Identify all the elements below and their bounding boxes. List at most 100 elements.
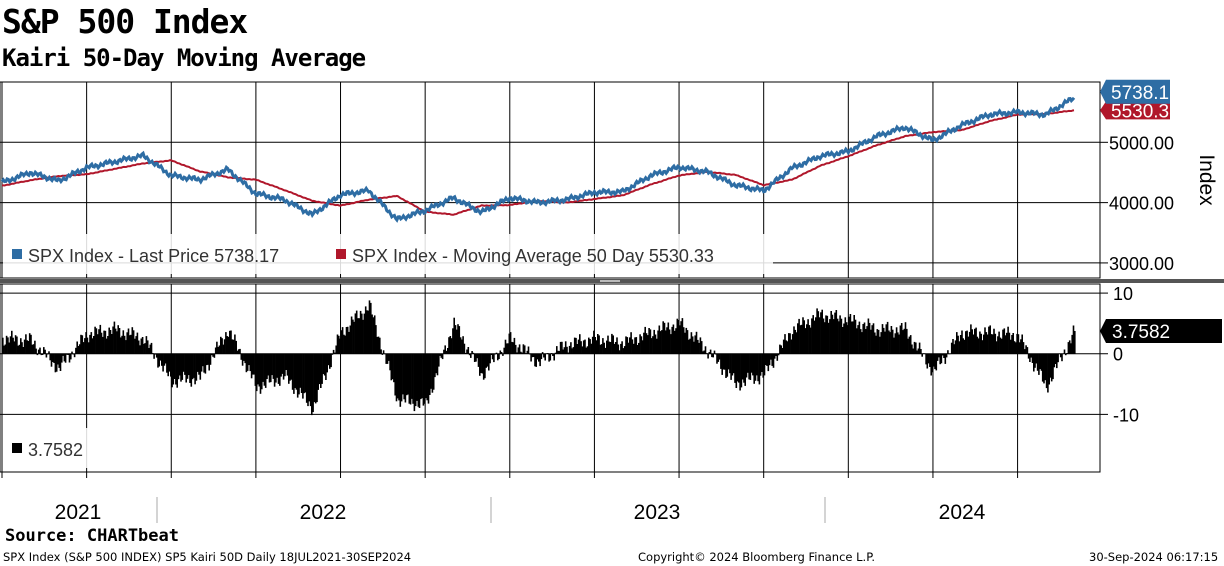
kairi-bar — [912, 348, 914, 354]
kairi-bar — [920, 349, 922, 354]
kairi-bar — [900, 323, 903, 354]
kairi-bar — [195, 353, 198, 381]
kairi-bar — [376, 336, 378, 354]
kairi-bar — [180, 353, 182, 382]
kairi-bar — [1061, 353, 1063, 362]
kairi-bar — [271, 353, 273, 376]
kairi-bar — [890, 326, 893, 354]
kairi-bar — [150, 342, 153, 354]
kairi-bar — [27, 341, 30, 354]
kairi-bar — [58, 353, 60, 368]
kairi-bar — [903, 328, 906, 354]
kairi-bar — [541, 352, 544, 354]
kairi-bar — [432, 353, 435, 390]
kairi-bar — [193, 353, 195, 378]
kairi-bar — [1033, 353, 1035, 372]
kairi-bar — [941, 353, 944, 356]
kairi-bar — [571, 348, 573, 354]
kairi-bar — [925, 353, 927, 365]
kairi-bar — [255, 353, 258, 392]
kairi-bar — [950, 342, 953, 354]
kairi-bar — [817, 311, 820, 354]
kairi-bar — [1070, 343, 1072, 354]
kairi-bar — [649, 329, 652, 354]
kairi-bar — [273, 353, 276, 387]
kairi-bar — [199, 353, 202, 380]
kairi-bar — [815, 317, 817, 354]
kairi-bar — [738, 353, 740, 383]
kairi-bar — [281, 353, 284, 374]
kairi-bar — [986, 334, 989, 354]
kairi-bar — [580, 341, 582, 354]
kairi-bar — [1068, 340, 1071, 354]
kairi-bar — [747, 353, 749, 373]
kairi-bar — [267, 353, 269, 376]
kairi-bar — [303, 353, 305, 394]
kairi-bar — [441, 353, 444, 360]
kairi-bar — [285, 353, 287, 370]
kairi-bar — [157, 353, 159, 368]
kairi-bar — [570, 342, 572, 354]
kairi-bar — [477, 353, 480, 367]
kairi-bar — [799, 325, 802, 354]
kairi-bar — [789, 333, 791, 354]
kairi-bar — [994, 333, 997, 354]
kairi-bar — [241, 353, 244, 366]
price-last-value-tag — [1100, 79, 1170, 104]
kairi-bar — [826, 315, 829, 354]
x-year-label-2023: 2023 — [634, 501, 681, 524]
kairi-bar — [234, 334, 236, 354]
kairi-bar — [176, 353, 178, 388]
kairi-bar — [367, 310, 370, 354]
kairi-bar — [395, 353, 398, 402]
kairi-bar — [839, 315, 841, 354]
kairi-bar — [753, 353, 755, 384]
kairi-bar — [829, 319, 831, 354]
chart-title: S&P 500 Index — [2, 2, 248, 41]
kairi-bar — [222, 344, 225, 354]
kairi-bar — [485, 353, 487, 368]
kairi-bar — [1008, 332, 1011, 354]
price-y-tick-label: 5000.00 — [1109, 133, 1174, 153]
kairi-bar — [652, 336, 654, 354]
kairi-bar — [203, 353, 205, 373]
kairi-bar — [421, 353, 423, 399]
kairi-bar — [830, 311, 832, 354]
kairi-bar — [756, 353, 758, 376]
kairi-bar — [745, 353, 748, 378]
kairi-bar — [536, 353, 539, 360]
kairi-bar — [523, 345, 526, 354]
kairi-bar — [187, 353, 190, 376]
kairi-bar — [498, 353, 500, 359]
kairi-bar — [246, 353, 249, 371]
kairi-bar — [316, 353, 318, 403]
kairi-bar — [120, 337, 122, 354]
kairi-bar — [954, 340, 957, 354]
kairi-bar — [602, 338, 604, 354]
kairi-bar — [320, 353, 322, 388]
kairi-y-tick-label: 0 — [1113, 345, 1123, 365]
kairi-y-tick-label: 10 — [1113, 284, 1133, 304]
kairi-y-tick-label: -10 — [1113, 405, 1139, 425]
kairi-bar — [881, 324, 884, 354]
kairi-bar — [450, 338, 453, 354]
kairi-bar — [87, 342, 90, 354]
kairi-bar — [31, 344, 34, 354]
kairi-bar — [1009, 339, 1012, 354]
kairi-bar — [632, 343, 635, 354]
kairi-bar — [17, 345, 19, 354]
kairi-bar — [926, 353, 929, 369]
kairi-bar — [405, 353, 408, 396]
kairi-bar — [690, 332, 693, 354]
kairi-bar — [999, 337, 1002, 354]
kairi-bar — [902, 330, 904, 354]
kairi-bar — [463, 343, 466, 354]
kairi-bar — [877, 329, 880, 354]
kairi-bar — [379, 337, 381, 354]
kairi-bar — [606, 340, 608, 354]
kairi-bar — [647, 335, 649, 354]
kairi-bar — [704, 346, 707, 354]
kairi-bar — [504, 339, 507, 354]
kairi-bar — [447, 348, 449, 354]
kairi-bar — [527, 346, 530, 354]
